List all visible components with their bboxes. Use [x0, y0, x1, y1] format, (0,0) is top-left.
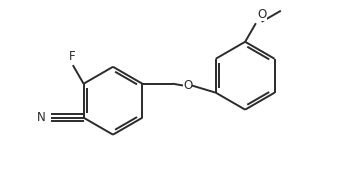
Text: N: N	[37, 111, 45, 124]
Text: F: F	[68, 50, 75, 63]
Text: O: O	[257, 8, 266, 21]
Text: O: O	[183, 79, 192, 92]
